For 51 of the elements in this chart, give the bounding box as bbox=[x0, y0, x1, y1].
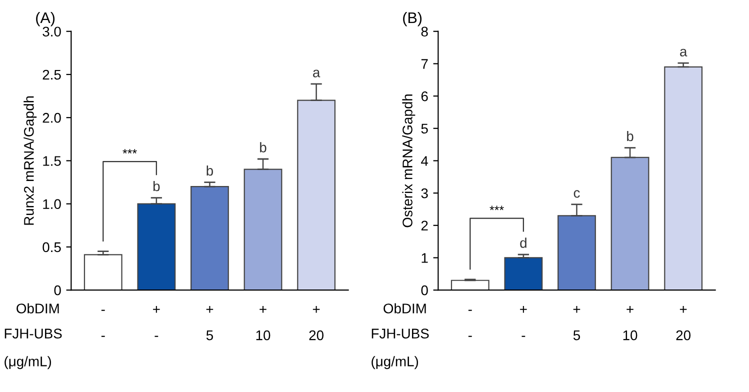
category-label: + 5 bbox=[206, 306, 214, 340]
category-label: + 20 bbox=[676, 306, 690, 340]
y-tick-label: 1.5 bbox=[43, 156, 61, 166]
bar bbox=[664, 66, 703, 290]
data-label: c bbox=[574, 190, 580, 198]
text: ObDIM bbox=[384, 303, 426, 314]
y-tick-label: 7 bbox=[421, 59, 428, 69]
bar bbox=[450, 280, 490, 290]
y-axis-title: Osterix mRNA/Gapdh bbox=[402, 94, 416, 228]
y-tick-label: 1 bbox=[422, 253, 428, 263]
data-label: b bbox=[206, 165, 213, 176]
text: (μg/mL) bbox=[4, 356, 52, 370]
text: ObDIM bbox=[16, 303, 59, 314]
bar bbox=[190, 186, 229, 290]
annotation: *** bbox=[490, 206, 504, 210]
category-label: + - bbox=[153, 306, 160, 337]
category-label: + 20 bbox=[309, 306, 324, 340]
y-tick-label: 1.0 bbox=[43, 199, 61, 210]
category-label: + 5 bbox=[573, 306, 580, 340]
y-tick-label: 5 bbox=[421, 124, 428, 134]
category-label: + - bbox=[520, 306, 527, 337]
y-axis-title: Runx2 mRNA/Gapdh bbox=[24, 96, 37, 225]
data-label: d bbox=[520, 238, 526, 248]
y-tick-label: 0.5 bbox=[42, 242, 61, 252]
y-tick-label: 0 bbox=[54, 285, 61, 296]
y-tick-label: 4 bbox=[421, 156, 428, 166]
y-tick-label: 3 bbox=[421, 188, 428, 198]
category-label: - - bbox=[101, 310, 105, 337]
y-tick-label: 6 bbox=[421, 91, 428, 102]
category-label: + 10 bbox=[256, 306, 270, 340]
data-label: b bbox=[627, 130, 634, 142]
category-label: + 10 bbox=[623, 306, 638, 340]
text: FJH-UBS bbox=[372, 328, 429, 338]
chart-title: (B) bbox=[403, 12, 422, 26]
text: (μg/mL) bbox=[372, 356, 418, 370]
chart-title: (A) bbox=[36, 12, 55, 26]
y-tick-label: 2.5 bbox=[42, 70, 61, 80]
category-label: - - bbox=[468, 310, 472, 337]
y-tick-label: 0 bbox=[421, 285, 428, 296]
bar bbox=[504, 257, 543, 290]
data-label: b bbox=[153, 180, 160, 192]
bar bbox=[84, 254, 122, 290]
y-tick-label: 3.0 bbox=[42, 26, 61, 37]
data-label: b bbox=[260, 142, 266, 152]
y-tick-label: 2.0 bbox=[42, 112, 61, 123]
y-tick-label: 2 bbox=[421, 220, 428, 230]
y-tick-label: 8 bbox=[421, 26, 428, 37]
annotation: *** bbox=[122, 149, 137, 154]
data-label: a bbox=[680, 48, 688, 56]
data-label: a bbox=[313, 70, 320, 78]
text: FJH-UBS bbox=[4, 328, 62, 338]
